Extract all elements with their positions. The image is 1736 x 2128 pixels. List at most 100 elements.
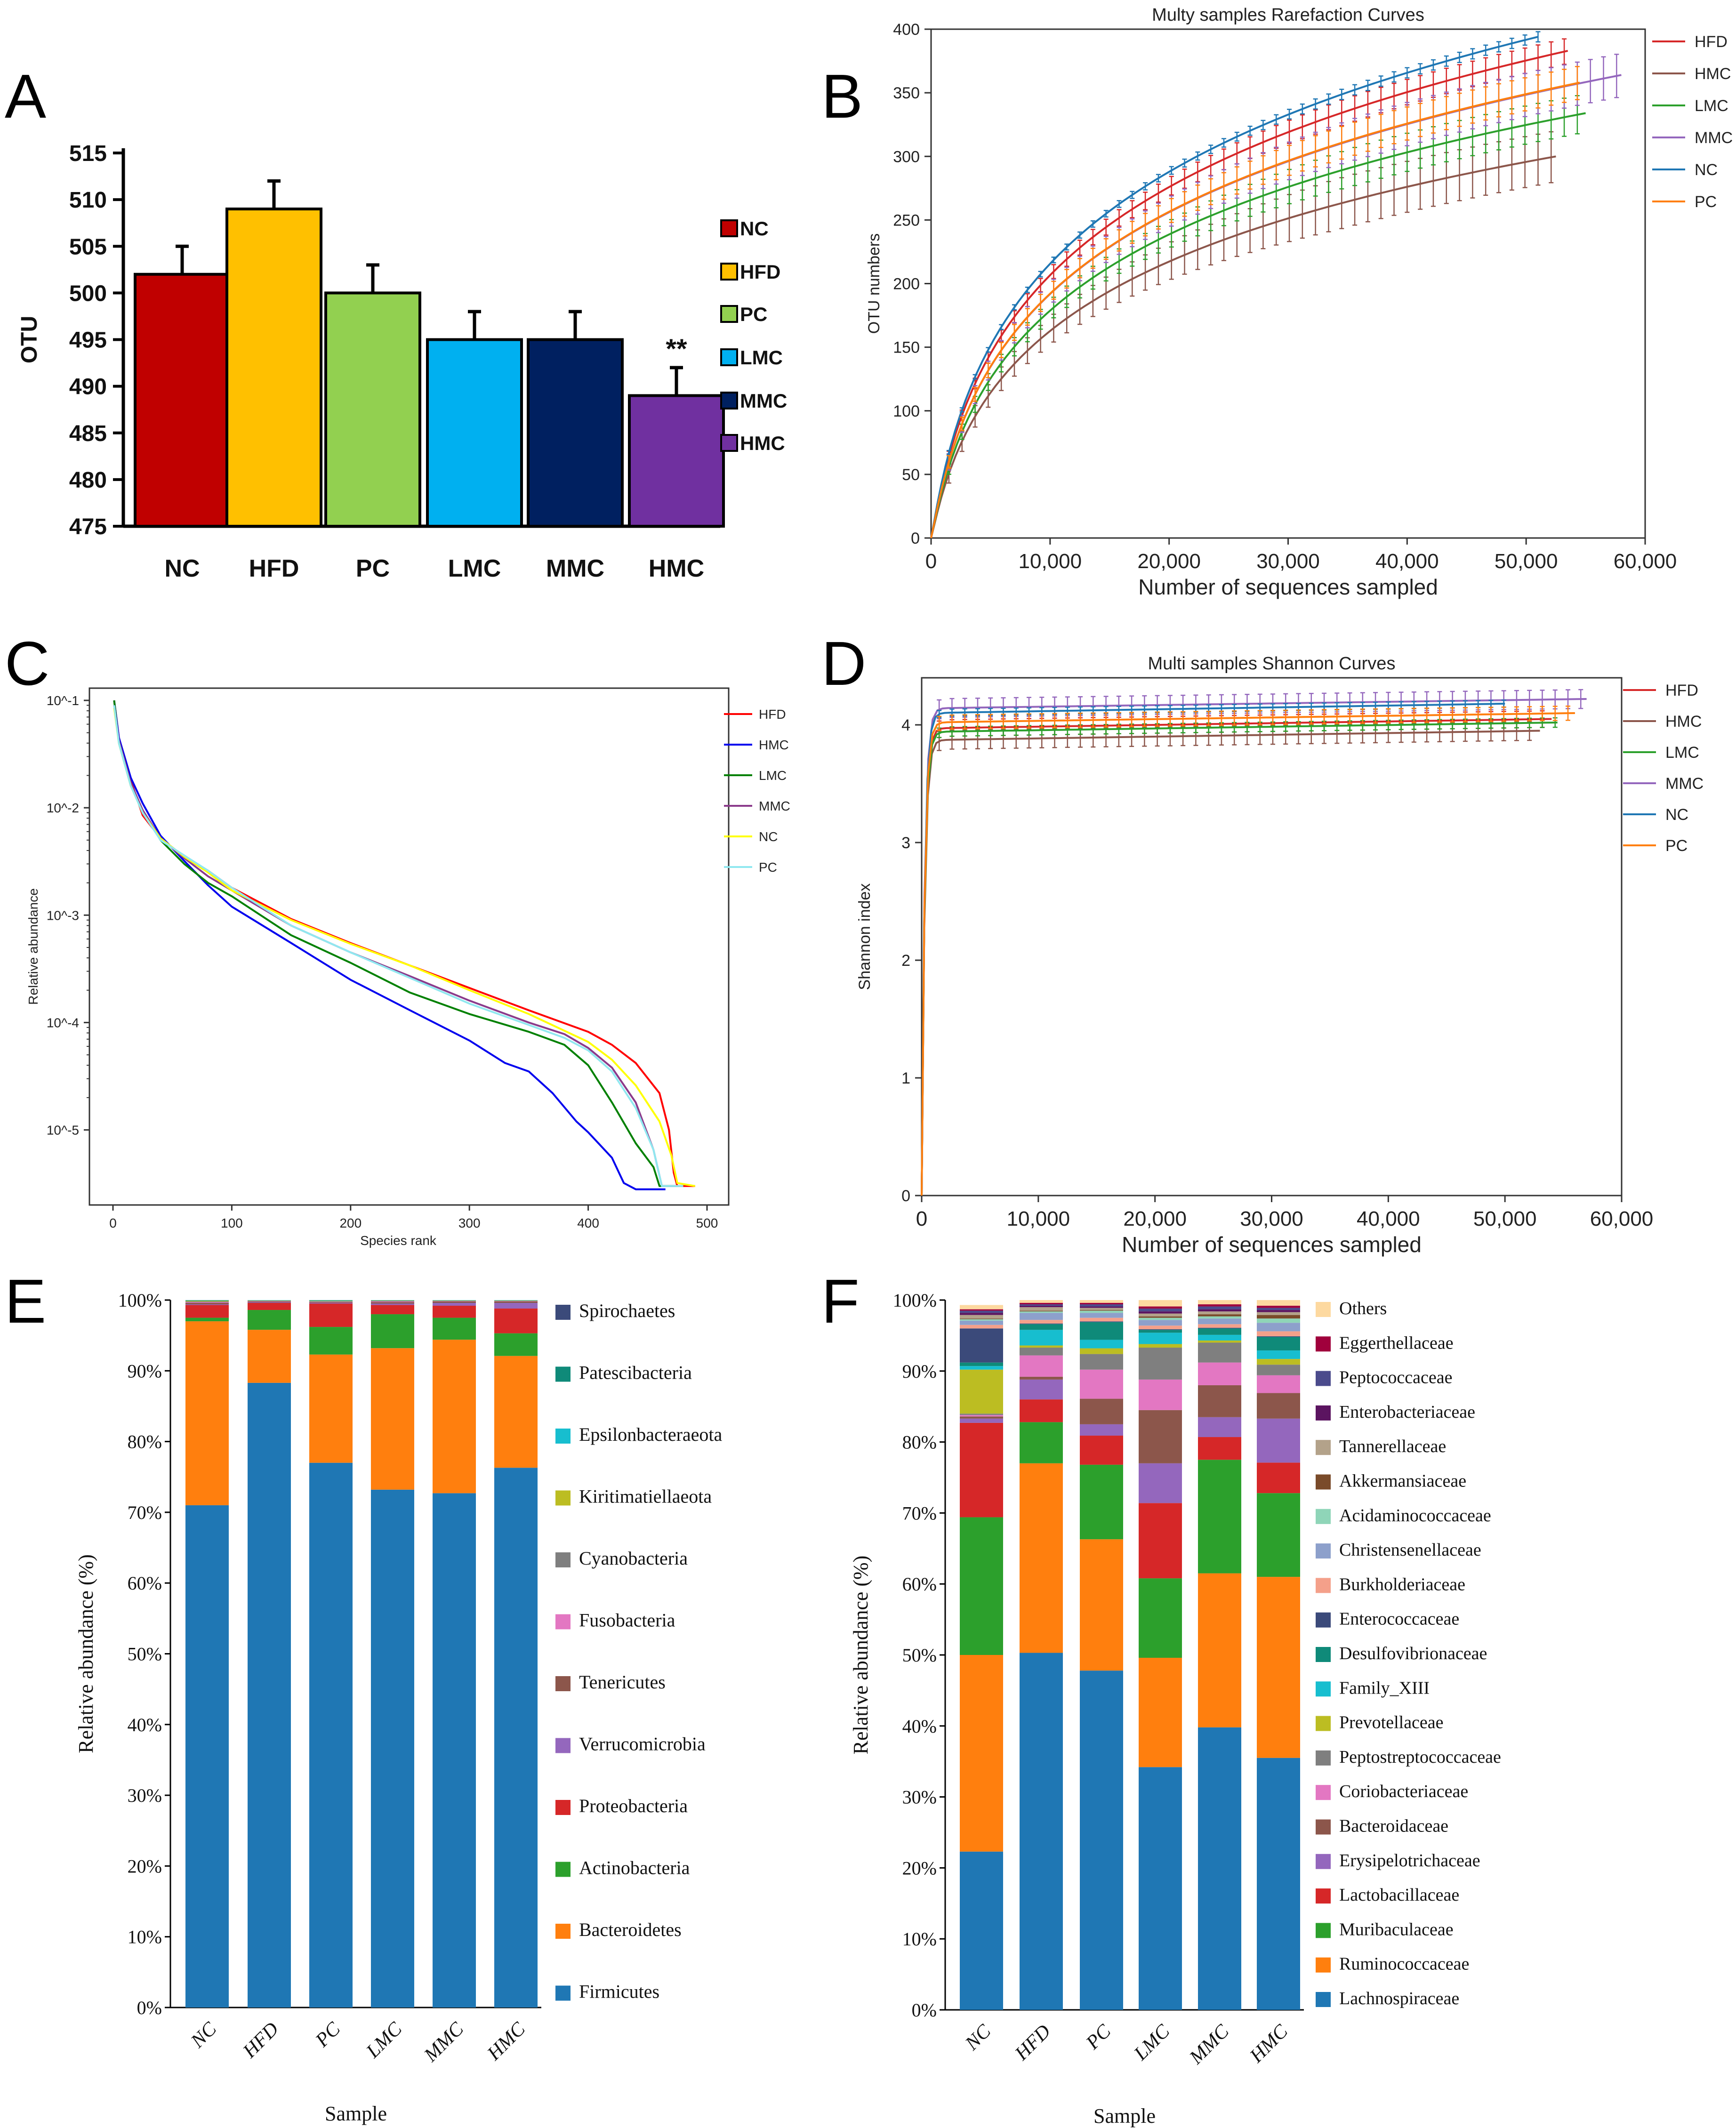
error-bar xyxy=(1091,712,1096,728)
y-tick-label: 30% xyxy=(902,1787,937,1808)
y-tick-label: 60% xyxy=(128,1573,162,1594)
error-bar xyxy=(1444,96,1449,130)
error-bar xyxy=(1431,59,1436,71)
y-tick-label: 3 xyxy=(901,834,910,852)
legend-label-mmc: MMC xyxy=(759,799,790,813)
stack-segment-hfd-christensenellaceae xyxy=(1020,1313,1063,1320)
stack-segment-nc-others xyxy=(960,1305,1003,1309)
legend-swatch-coriobacteriaceae xyxy=(1316,1785,1331,1800)
error-bar xyxy=(1365,117,1370,152)
legend-label-mmc: MMC xyxy=(1665,775,1704,793)
x-tick-label: 0 xyxy=(925,550,937,573)
stack-segment-pc-christensenellaceae xyxy=(1080,1313,1123,1318)
stack-segment-lmc-muribaculaceae xyxy=(1139,1578,1182,1658)
error-bar xyxy=(1309,709,1314,725)
stack-segment-nc-erysipelotrichaceae xyxy=(960,1418,1003,1423)
error-bar xyxy=(975,714,980,730)
error-bar xyxy=(1025,308,1030,326)
x-axis-title: Species rank xyxy=(360,1233,437,1248)
legend-label-actinobacteria: Actinobacteria xyxy=(579,1857,690,1879)
stack-segment-lmc-proteobacteria xyxy=(371,1305,414,1315)
error-bar xyxy=(1247,126,1253,136)
panel-letter-d: D xyxy=(821,629,866,698)
error-bar xyxy=(1221,138,1226,148)
stack-segment-pc-acidaminococcaceae xyxy=(1080,1310,1123,1313)
stack-segment-hmc-bacteroidaceae xyxy=(1257,1393,1300,1419)
stack-segment-hfd-burkholderiaceae xyxy=(1020,1320,1063,1324)
stack-segment-hmc-peptostreptococcaceae xyxy=(1257,1365,1300,1375)
error-bar xyxy=(1169,198,1174,223)
plot-frame xyxy=(88,687,730,1206)
legend-swatch-spirochaetes xyxy=(555,1305,571,1320)
y-tick-label: 10^-3 xyxy=(47,908,79,923)
error-bar xyxy=(1051,257,1056,264)
y-tick-label: 50% xyxy=(902,1645,937,1666)
legend-swatch-nc xyxy=(720,219,738,237)
error-bar xyxy=(1103,238,1109,260)
error-bar xyxy=(1527,706,1532,722)
stack-segment-lmc-akkermansiaceae xyxy=(1139,1316,1182,1318)
legend-label-tannerellaceae: Tannerellaceae xyxy=(1339,1437,1446,1456)
stack-segment-hmc-ruminococcaceae xyxy=(1257,1577,1300,1758)
error-bar xyxy=(1614,54,1619,98)
stack-segment-pc-enterococcaceae xyxy=(1080,1321,1123,1322)
error-bar xyxy=(1575,66,1580,100)
x-axis-title: Sample xyxy=(1093,2104,1156,2128)
y-tick-label: 40% xyxy=(902,1716,937,1737)
x-tick-label: 50,000 xyxy=(1473,1207,1537,1230)
error-bar xyxy=(1501,706,1506,722)
stack-segment-mmc-coriobacteriaceae xyxy=(1198,1362,1241,1385)
curve-lmc xyxy=(921,722,1558,1196)
error-bar xyxy=(1090,229,1095,246)
error-bar xyxy=(1365,80,1370,91)
stack-segment-lmc-tenericutes xyxy=(371,1302,414,1304)
stack-segment-nc-fusobacteria xyxy=(185,1302,229,1303)
x-tick-label: 300 xyxy=(458,1216,481,1230)
error-bar xyxy=(1398,708,1404,723)
stack-segment-mmc-tenericutes xyxy=(433,1301,476,1303)
stack-segment-hmc-akkermansiaceae xyxy=(1257,1315,1300,1319)
y-tick-label: 350 xyxy=(893,84,920,102)
stack-segment-mmc-proteobacteria xyxy=(433,1306,476,1318)
stack-segment-mmc-family-xiii xyxy=(1198,1334,1241,1341)
y-tick-label: 10% xyxy=(902,1928,937,1950)
stack-segment-pc-desulfovibrionaceae xyxy=(1080,1322,1123,1340)
y-tick-label: 10^-4 xyxy=(47,1015,79,1030)
legend-label-erysipelotrichaceae: Erysipelotrichaceae xyxy=(1339,1851,1480,1871)
stack-segment-pc-bacteroidetes xyxy=(309,1354,353,1463)
error-bar xyxy=(1313,135,1318,168)
stack-segment-nc-peptostreptococcaceae xyxy=(960,1413,1003,1415)
y-tick-label: 200 xyxy=(893,275,920,293)
error-bars-pc xyxy=(937,705,1570,731)
y-tick-label: 1 xyxy=(901,1069,910,1087)
error-bar xyxy=(1373,708,1378,724)
y-tick-label: 50% xyxy=(128,1644,162,1665)
legend-label-christensenellaceae: Christensenellaceae xyxy=(1339,1540,1481,1560)
y-tick-label: 100% xyxy=(118,1290,162,1311)
legend-label-coriobacteriaceae: Coriobacteriaceae xyxy=(1339,1782,1468,1801)
stack-segment-mmc-acidaminococcaceae xyxy=(1198,1316,1241,1319)
stack-segment-hmc-bacteroidetes xyxy=(494,1356,538,1468)
error-bar xyxy=(1130,191,1135,199)
error-bar xyxy=(1116,712,1121,728)
error-bar xyxy=(1156,174,1161,183)
stack-segment-hfd-family-xiii xyxy=(1020,1330,1063,1346)
legend-swatch-pc xyxy=(720,305,738,323)
error-bar xyxy=(972,374,978,380)
error-bar xyxy=(1326,130,1331,164)
stack-segment-lmc-christensenellaceae xyxy=(1139,1320,1182,1326)
y-tick-label: 250 xyxy=(893,211,920,229)
panel-c-rank-abundance-curves: 0 100 200 300 400 500 10^-1 10^-2 10^-3 10^-4 10^-… xyxy=(26,687,790,1248)
legend-swatch-peptostreptococcaceae xyxy=(1316,1750,1331,1766)
legend-swatch-bacteroidaceae xyxy=(1316,1819,1331,1835)
y-tick-label: 505 xyxy=(69,234,107,259)
stack-segment-pc-enterobacteriaceae xyxy=(1080,1306,1123,1308)
x-tick-label: 50,000 xyxy=(1495,550,1558,573)
error-bar xyxy=(1476,707,1481,723)
stack-segment-hfd-bacteroidetes xyxy=(248,1330,291,1383)
legend-label-verrucomicrobia: Verrucomicrobia xyxy=(579,1734,706,1755)
legend-label-enterococcaceae: Enterococcaceae xyxy=(1339,1609,1459,1629)
stack-segment-nc-kiritimatiellaeota xyxy=(185,1301,229,1302)
stack-segment-hmc-lactobacillaceae xyxy=(1257,1462,1300,1494)
stack-segment-mmc-epsilonbacteraeota xyxy=(433,1300,476,1301)
